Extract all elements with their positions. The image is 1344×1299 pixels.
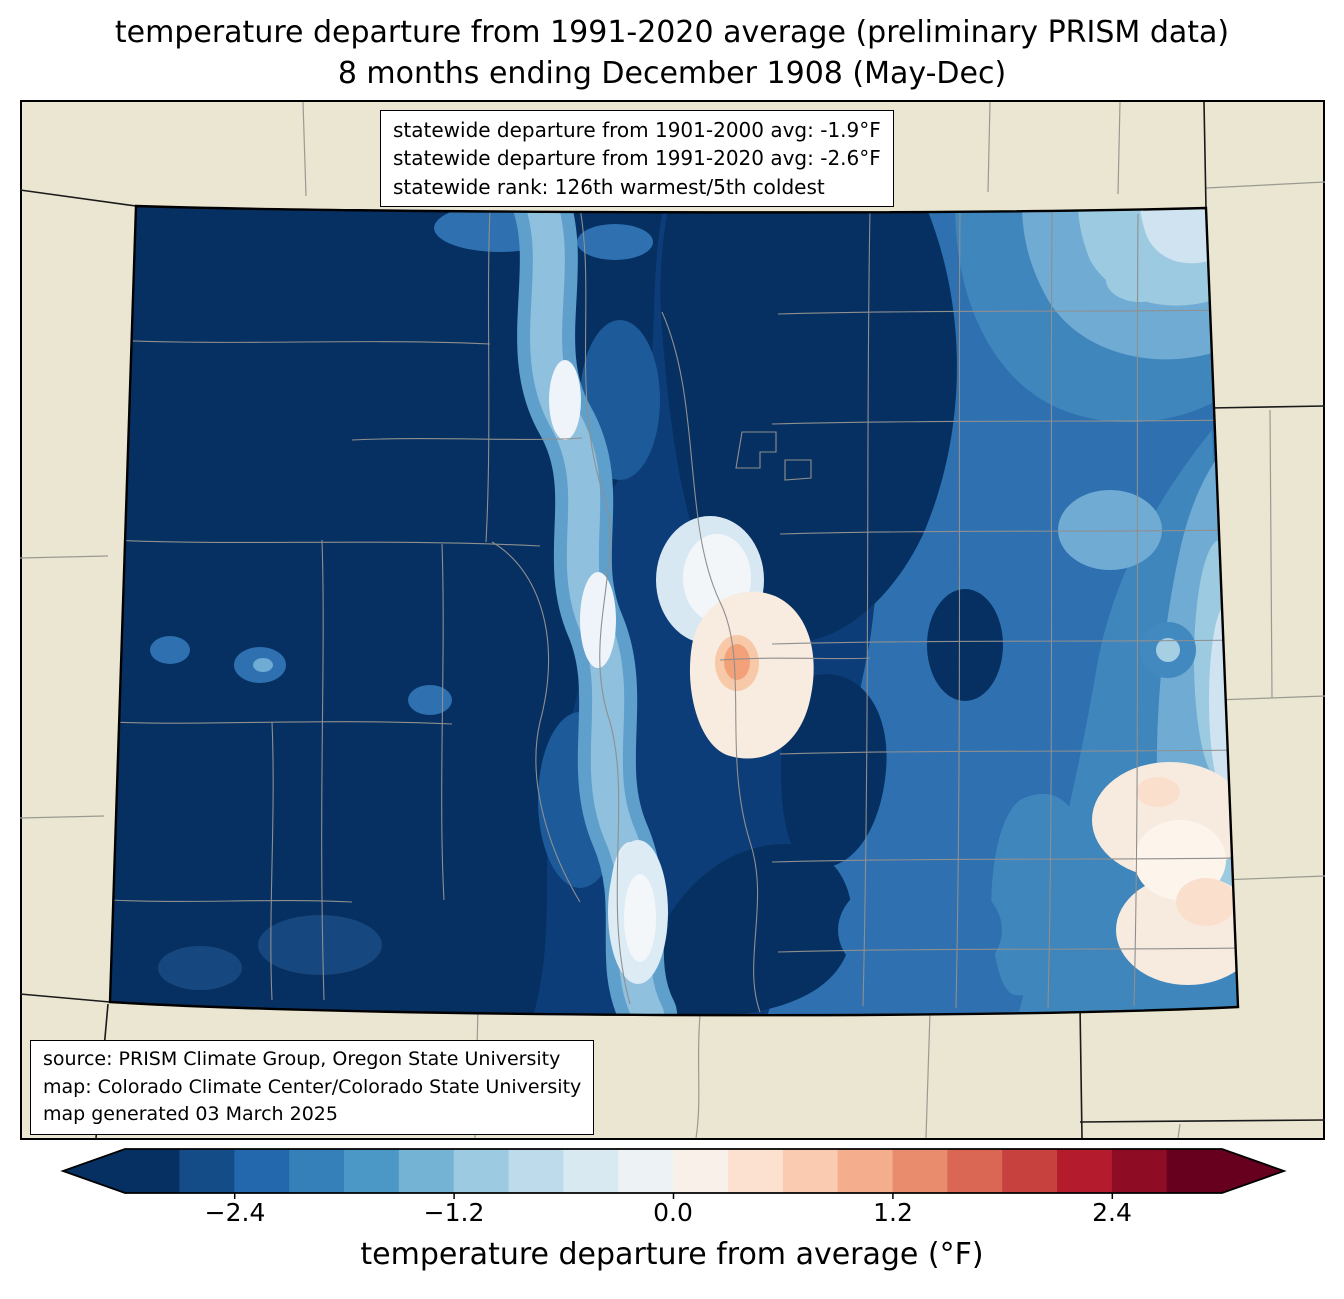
source-box: source: PRISM Climate Group, Oregon Stat… [30,1040,595,1135]
state-boundary [108,204,1240,1017]
stats-line-rank: statewide rank: 126th warmest/5th coldes… [393,174,825,199]
colorbar-tick-label: 0.0 [653,1198,693,1227]
source-line-map: map: Colorado Climate Center/Colorado St… [43,1075,582,1098]
colorbar-tick-marks [233,1193,1114,1199]
colorbar [60,1148,1287,1199]
colorbar-tick-label: −1.2 [423,1198,485,1227]
colorbar-outline [60,1148,1287,1194]
source-line-generated: map generated 03 March 2025 [43,1103,338,1126]
title-line-1: temperature departure from 1991-2020 ave… [114,15,1230,50]
colorbar-tick-label: 2.4 [1092,1198,1132,1227]
county-boundaries [110,207,1238,1013]
stats-line-1991-2020: statewide departure from 1991-2020 avg: … [393,146,881,171]
colorbar-under-arrow [63,1149,125,1193]
stats-box: statewide departure from 1901-2000 avg: … [380,110,894,208]
colorbar-tick-label: 1.2 [873,1198,913,1227]
colorbar-axis-label: temperature departure from average (°F) [360,1237,984,1272]
colorado-anomaly-map [20,100,1325,1140]
temperature-field [110,206,1238,1016]
title-line-2: 8 months ending December 1908 (May-Dec) [337,56,1007,92]
colorbar-tick-label: −2.4 [204,1198,266,1227]
colorbar-segments [125,1149,1223,1193]
colorbar-over-arrow [1222,1149,1284,1193]
stats-line-1901-2000: statewide departure from 1901-2000 avg: … [393,118,881,142]
figure-title: temperature departure from 1991-2020 ave… [0,12,1344,95]
source-line-prism: source: PRISM Climate Group, Oregon Stat… [43,1048,561,1070]
